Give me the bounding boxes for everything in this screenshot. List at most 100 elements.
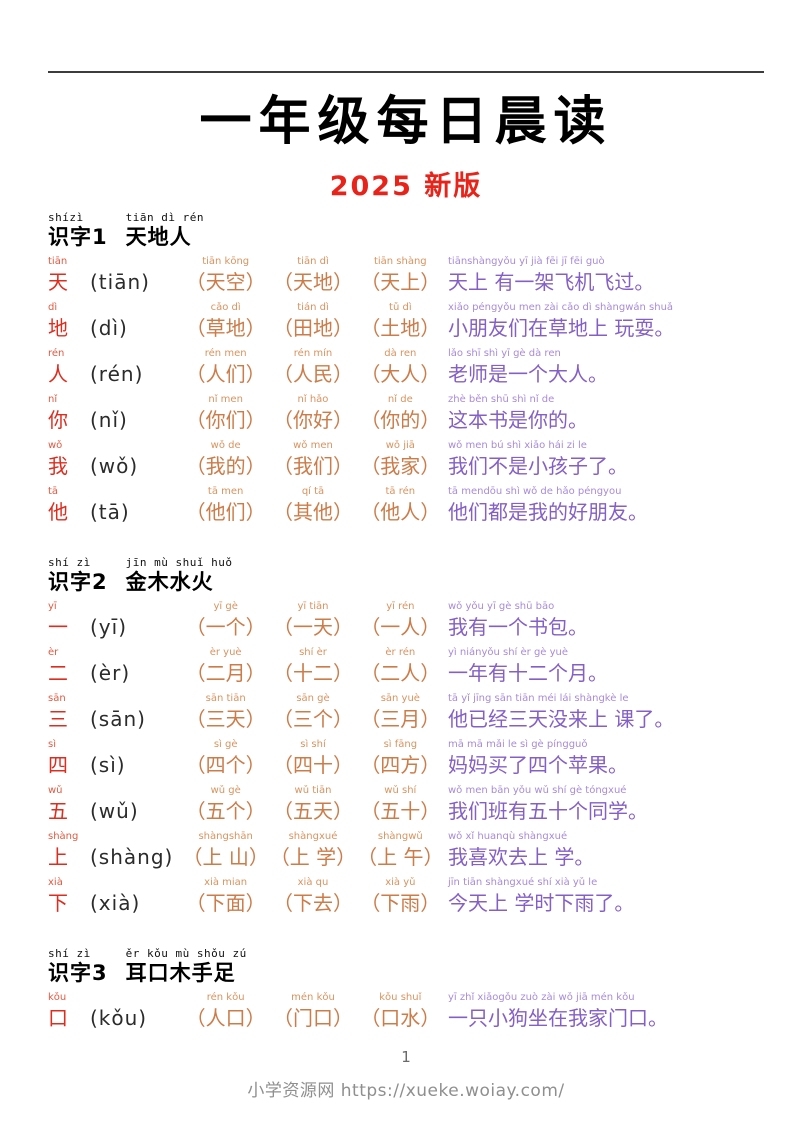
word-text: （其他） [272, 500, 353, 524]
page-number: 1 [401, 1048, 411, 1066]
word-pinyin: tiān dì [297, 256, 329, 267]
pinyin-reading-unit: (tiān) [90, 268, 182, 296]
entry-row: rén 人 (rén) rén men （人们） rén mín （人民） dà ren （大人… [48, 347, 793, 388]
word-unit: wǒ men （我们） [269, 439, 356, 480]
word-text: （五个） [185, 799, 266, 823]
word-text: （他人） [360, 500, 441, 524]
word-text: （人民） [272, 362, 353, 386]
section: shí zì 识字3 ěr kǒu mù shǒu zú 耳口木手足 kǒu 口 (kǒu)… [48, 947, 793, 1032]
example-sentence-unit: jīn tiān shàngxué shí xià yǔ le 今天上 学时下雨了… [444, 876, 793, 917]
example-sentence-text: 小朋友们在草地上 玩耍。 [448, 316, 675, 340]
word-pinyin: tā men [207, 486, 244, 497]
section-chars-unit: jīn mù shuǐ huǒ 金木水火 [126, 556, 233, 595]
example-sentence-text: 一只小狗坐在我家门口。 [448, 1006, 668, 1030]
word-pinyin: sì shí [300, 739, 326, 750]
hanzi-character-unit: wǒ 我 [48, 439, 90, 480]
pinyin-reading-text: (kǒu) [90, 1006, 148, 1030]
hanzi-character-pinyin: èr [48, 647, 59, 658]
example-sentence-text: 我们班有五十个同学。 [448, 799, 648, 823]
word-unit: wǒ de （我的） [182, 439, 269, 480]
pinyin-reading-text: (sì) [90, 753, 126, 777]
hanzi-character-text: 他 [48, 500, 68, 524]
word-text: （四个） [185, 753, 266, 777]
hanzi-character-pinyin: nǐ [48, 394, 58, 405]
word-unit: wǒ jiā （我家） [357, 439, 444, 480]
hanzi-character-pinyin: sì [48, 739, 56, 750]
example-sentence-unit: tā yǐ jīng sān tiān méi lái shàngkè le 他已… [444, 692, 793, 733]
word-pinyin: tǔ dì [389, 302, 412, 313]
example-sentence-pinyin: lǎo shī shì yī gè dà ren [448, 348, 561, 359]
example-sentence-unit: yì niányǒu shí èr gè yuè 一年有十二个月。 [444, 646, 793, 687]
section-chars-text: 耳口木手足 [125, 961, 236, 985]
section-chars-unit: tiān dì rén 天地人 [126, 211, 204, 250]
example-sentence-text: 我有一个书包。 [448, 615, 588, 639]
pinyin-reading-unit: (dì) [90, 314, 182, 342]
hanzi-character-unit: èr 二 [48, 646, 90, 687]
example-sentence-unit: xiǎo péngyǒu men zài cǎo dì shàngwán shu… [444, 301, 793, 342]
word-unit: shàngshān （上 山） [182, 830, 269, 871]
word-pinyin: wǔ shí [384, 785, 417, 796]
word-text: （二月） [185, 661, 266, 685]
word-unit: yī gè （一个） [182, 600, 269, 641]
word-text: （五天） [272, 799, 353, 823]
section-label-text: 识字1 [48, 225, 108, 249]
word-text: （草地） [185, 316, 266, 340]
word-unit: tiān dì （天地） [269, 255, 356, 296]
example-sentence-text: 他已经三天没来上 课了。 [448, 707, 675, 731]
entry-row: wǔ 五 (wǔ) wǔ gè （五个） wǔ tiān （五天） wǔ shí （五十） wǒ … [48, 784, 793, 825]
pinyin-reading-text: (wǒ) [90, 454, 139, 478]
pinyin-reading-unit: (xià) [90, 889, 182, 917]
word-pinyin: wǔ gè [210, 785, 241, 796]
hanzi-character-text: 二 [48, 661, 68, 685]
word-text: （门口） [272, 1006, 353, 1030]
hanzi-character-text: 天 [48, 270, 68, 294]
pinyin-reading-unit: (sān) [90, 705, 182, 733]
word-text: （你们） [185, 408, 266, 432]
word-text: （一天） [272, 615, 353, 639]
word-text: （十二） [272, 661, 353, 685]
word-pinyin: sì gè [213, 739, 238, 750]
hanzi-character-text: 四 [48, 753, 68, 777]
word-unit: tā men （他们） [182, 485, 269, 526]
hanzi-character-pinyin: sān [48, 693, 66, 704]
entry-row: tiān 天 (tiān) tiān kōng （天空） tiān dì （天地） tiān … [48, 255, 793, 296]
word-pinyin: rén men [204, 348, 247, 359]
word-list: rén men （人们） rén mín （人民） dà ren （大人） [182, 347, 444, 388]
word-pinyin: cǎo dì [210, 302, 241, 313]
example-sentence-text: 天上 有一架飞机飞过。 [448, 270, 655, 294]
word-text: （三月） [360, 707, 441, 731]
example-sentence-unit: yī zhǐ xiǎogǒu zuò zài wǒ jiā mén kǒu 一只小… [444, 991, 793, 1032]
word-list: sān tiān （三天） sān gè （三个） sān yuè （三月） [182, 692, 444, 733]
entry-row: yī 一 (yī) yī gè （一个） yī tiān （一天） yī rén （一人） wǒ … [48, 600, 793, 641]
word-unit: sān tiān （三天） [182, 692, 269, 733]
pinyin-reading-unit: (wǔ) [90, 797, 182, 825]
entry-row: sì 四 (sì) sì gè （四个） sì shí （四十） sì fāng （四方） mā … [48, 738, 793, 779]
word-text: （天地） [272, 270, 353, 294]
pinyin-reading-text: (dì) [90, 316, 128, 340]
example-sentence-text: 妈妈买了四个苹果。 [448, 753, 628, 777]
word-text: （下雨） [360, 891, 441, 915]
edition-label: 2025 新版 [329, 171, 483, 202]
hanzi-character-text: 上 [48, 845, 68, 869]
word-pinyin: wǔ tiān [294, 785, 332, 796]
entry-row: dì 地 (dì) cǎo dì （草地） tián dì （田地） tǔ dì （土地） xiǎ… [48, 301, 793, 342]
word-unit: yī rén （一人） [357, 600, 444, 641]
pinyin-reading-text: (tā) [90, 500, 130, 524]
section-chars-unit: ěr kǒu mù shǒu zú 耳口木手足 [126, 947, 247, 986]
entry-row: kǒu 口 (kǒu) rén kǒu （人口） mén kǒu （门口） kǒu shuǐ （… [48, 991, 793, 1032]
word-list: nǐ men （你们） nǐ hǎo （你好） nǐ de （你的） [182, 393, 444, 434]
section-label-unit: shí zì 识字3 [48, 947, 108, 986]
word-unit: wǔ gè （五个） [182, 784, 269, 825]
word-pinyin: èr rén [385, 647, 416, 658]
example-sentence-unit: tā mendōu shì wǒ de hǎo péngyou 他们都是我的好朋友… [444, 485, 793, 526]
example-sentence-pinyin: zhè běn shū shì nǐ de [448, 394, 555, 405]
pinyin-reading-text: (nǐ) [90, 408, 128, 432]
hanzi-character-pinyin: xià [48, 877, 63, 888]
word-pinyin: qí tā [301, 486, 325, 497]
word-pinyin: sān yuè [380, 693, 420, 704]
hanzi-character-pinyin: yī [48, 601, 57, 612]
example-sentence-unit: wǒ yǒu yī gè shū bāo 我有一个书包。 [444, 600, 793, 641]
example-sentence-text: 我们不是小孩子了。 [448, 454, 628, 478]
word-pinyin: nǐ hǎo [297, 394, 329, 405]
hanzi-character-text: 地 [48, 316, 68, 340]
